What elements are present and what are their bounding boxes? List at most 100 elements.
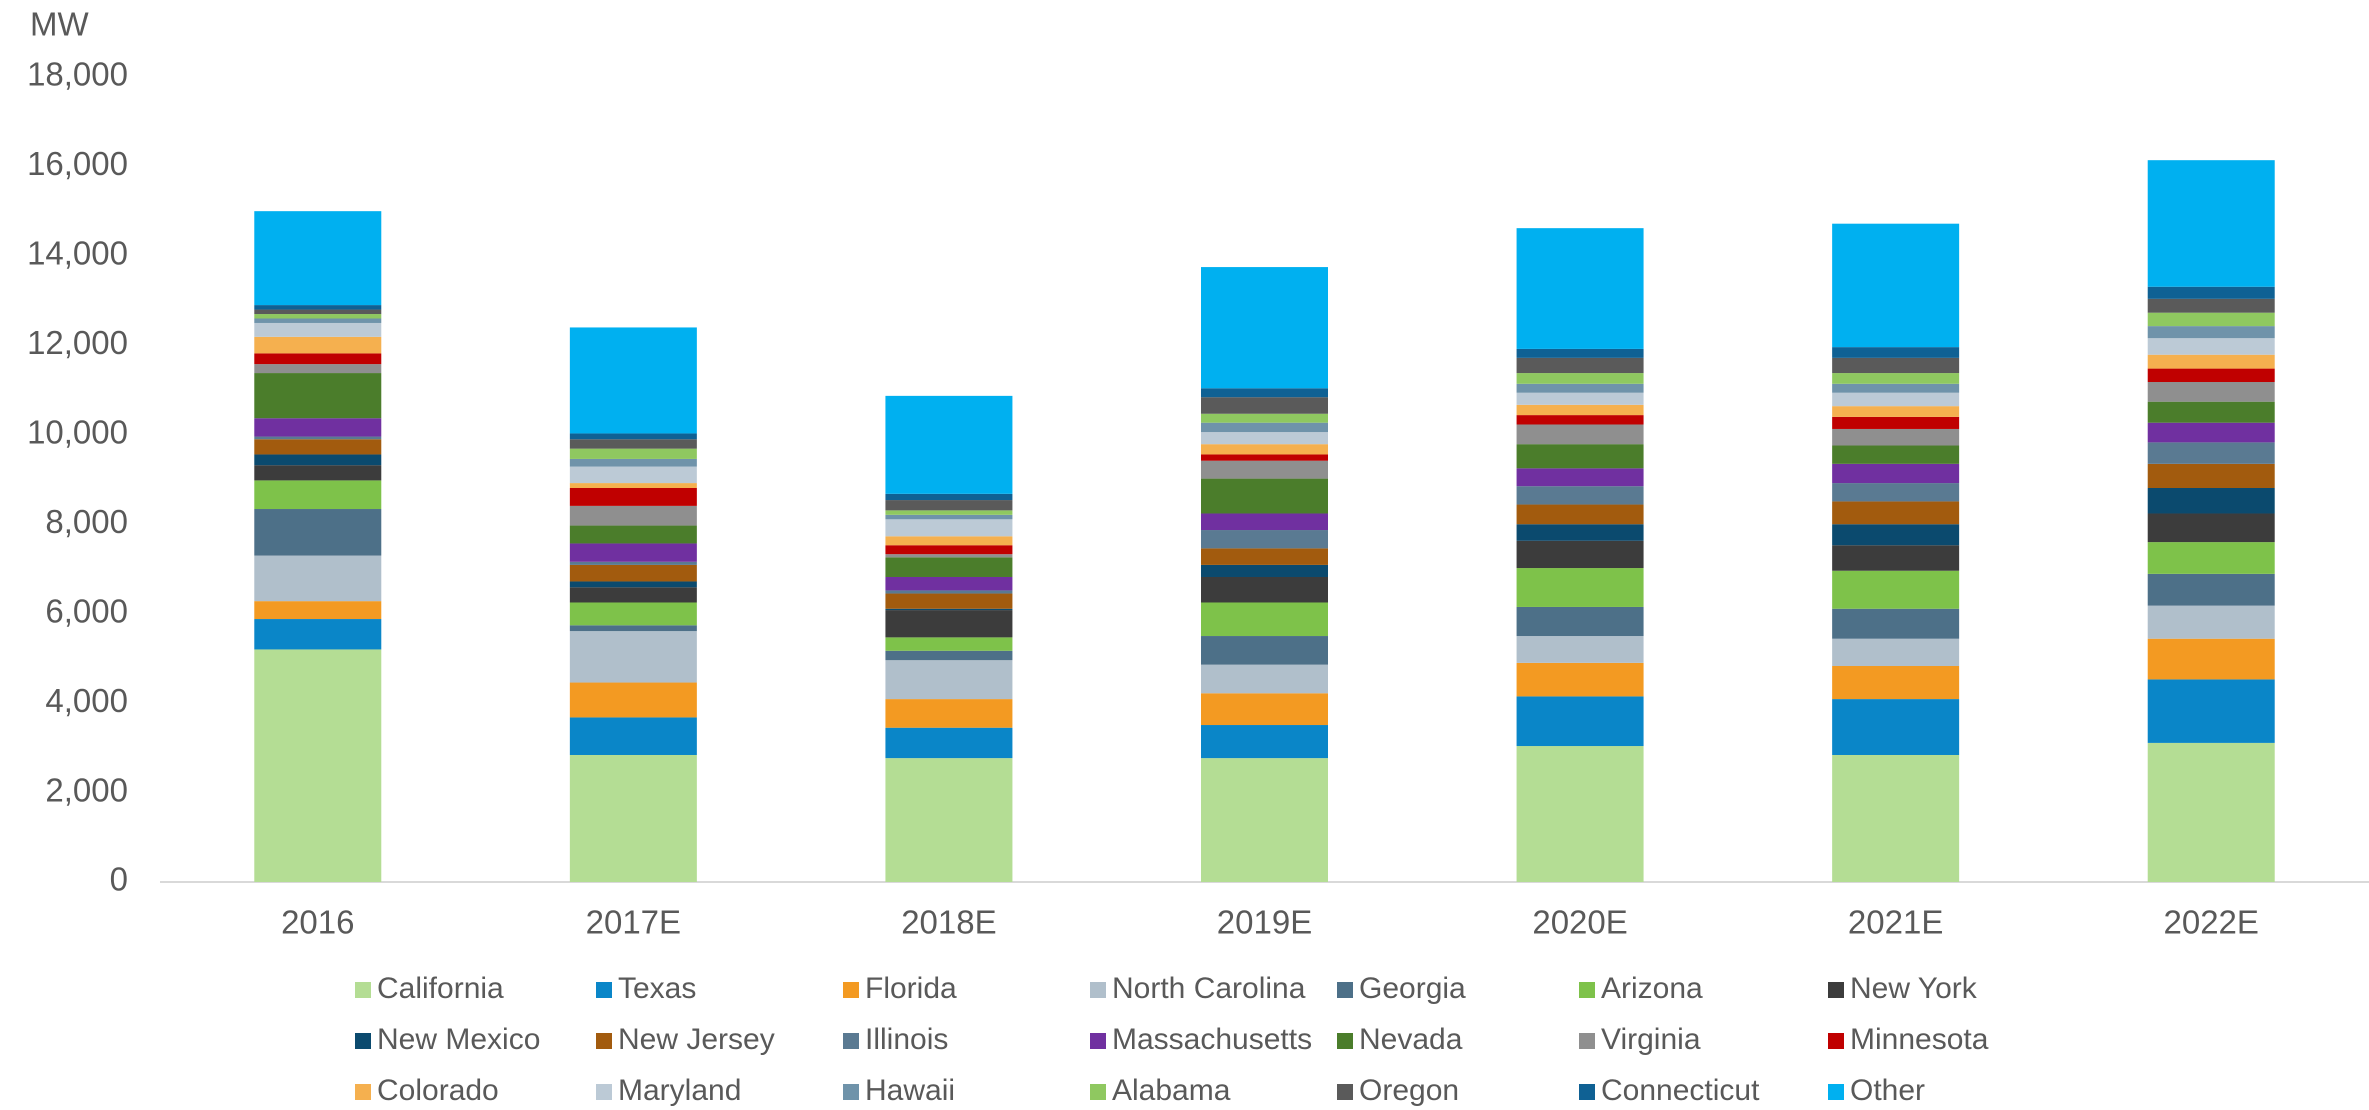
bar-segment (1201, 636, 1328, 665)
bar-segment (569, 631, 697, 683)
y-tick-label: 10,000 (27, 413, 128, 450)
bar-segment (885, 510, 1013, 515)
bar-segment (254, 439, 382, 455)
bar-segment (1832, 545, 1960, 571)
bar-segment (1516, 636, 1644, 663)
bar-segment (1832, 373, 1960, 384)
bar-segment (2147, 605, 2275, 639)
bar-segment (2147, 286, 2275, 299)
legend-label: Florida (865, 972, 957, 1005)
x-tick-label: 2017E (586, 904, 681, 941)
bar-segment (569, 581, 697, 588)
bar-segment (569, 564, 697, 582)
bar-segment (885, 519, 1013, 537)
bar-segment (254, 364, 382, 374)
bar-segment (2147, 442, 2275, 464)
legend-label: Virginia (1601, 1023, 1701, 1056)
legend-swatch (843, 1084, 859, 1100)
bar-segment (1516, 392, 1644, 405)
bar-segment (254, 418, 382, 437)
legend-swatch (843, 982, 859, 998)
bar-segment (254, 309, 382, 315)
bar-segment (885, 637, 1013, 651)
bar-segment (254, 480, 382, 510)
bar-segment (254, 454, 382, 466)
bar-segment (569, 505, 697, 526)
bar-segment (569, 458, 697, 467)
y-tick-label: 18,000 (27, 56, 128, 93)
bar-segment (1201, 460, 1328, 479)
bar-segment (1516, 504, 1644, 525)
bar-segment (1201, 513, 1328, 531)
bar-segment (254, 436, 382, 440)
bar-segment (254, 619, 382, 650)
bar-segment (885, 727, 1013, 759)
legend-label: California (377, 972, 504, 1005)
bar-segment (254, 649, 382, 882)
bar-segment (2147, 298, 2275, 313)
bar-segment (2147, 679, 2275, 743)
legend-swatch (1090, 1084, 1106, 1100)
bar-segment (1516, 357, 1644, 374)
bar-segment (1201, 397, 1328, 414)
bar-segment (569, 487, 697, 506)
bar-segment (885, 554, 1013, 558)
bar-segment (1516, 444, 1644, 469)
bar-segment (1832, 445, 1960, 464)
bar-segment (2147, 542, 2275, 574)
bar-segment (2147, 160, 2275, 287)
bar-segment (1516, 662, 1644, 697)
bar-segment (1201, 267, 1328, 389)
bar-segment (2147, 573, 2275, 606)
bar-segment (885, 557, 1013, 577)
bar-segment (1516, 228, 1644, 349)
bar-segment (885, 593, 1013, 609)
bar-segment (1832, 754, 1960, 882)
bar-segment (885, 500, 1013, 511)
legend-swatch (843, 1033, 859, 1049)
bar-segment (569, 625, 697, 632)
x-tick-label: 2022E (2163, 904, 2258, 941)
legend-label: Connecticut (1601, 1074, 1760, 1107)
bar-segment (2147, 487, 2275, 514)
bar-segment (885, 395, 1013, 494)
bar-segment (254, 305, 382, 310)
bar-segment (1201, 530, 1328, 549)
bar-segment (254, 353, 382, 365)
y-tick-label: 14,000 (27, 235, 128, 272)
legend-label: Colorado (377, 1074, 499, 1107)
y-tick-label: 4,000 (45, 682, 128, 719)
bar-segment (1832, 665, 1960, 700)
legend-label: Oregon (1359, 1074, 1459, 1107)
bar-segment (1201, 478, 1328, 514)
bar-segment (569, 525, 697, 544)
bar-segment (569, 448, 697, 459)
legend-swatch (355, 982, 371, 998)
legend-swatch (355, 1084, 371, 1100)
bar-segment (885, 650, 1013, 661)
legend-swatch (1579, 1033, 1595, 1049)
bar-segment (569, 433, 697, 440)
bar-segment (569, 602, 697, 626)
bar-segment (1516, 696, 1644, 747)
y-tick-label: 6,000 (45, 592, 128, 629)
bar-segment (1201, 548, 1328, 565)
y-tick-label: 12,000 (27, 324, 128, 361)
legend-label: Hawaii (865, 1074, 955, 1107)
legend-swatch (1579, 1084, 1595, 1100)
bar-segment (1832, 483, 1960, 502)
bar-segment (254, 318, 382, 323)
bar-segment (1516, 468, 1644, 487)
bar-segment (569, 561, 697, 565)
bar-segment (1516, 404, 1644, 416)
bar-segment (1201, 664, 1328, 694)
bar-segment (1516, 415, 1644, 425)
y-tick-label: 0 (110, 861, 128, 898)
legend-label: Maryland (618, 1074, 741, 1107)
bar-segment (1832, 570, 1960, 609)
y-tick-label: 2,000 (45, 771, 128, 808)
legend-label: New Jersey (618, 1023, 775, 1056)
bar-segment (2147, 401, 2275, 423)
bar-segment (1516, 540, 1644, 569)
